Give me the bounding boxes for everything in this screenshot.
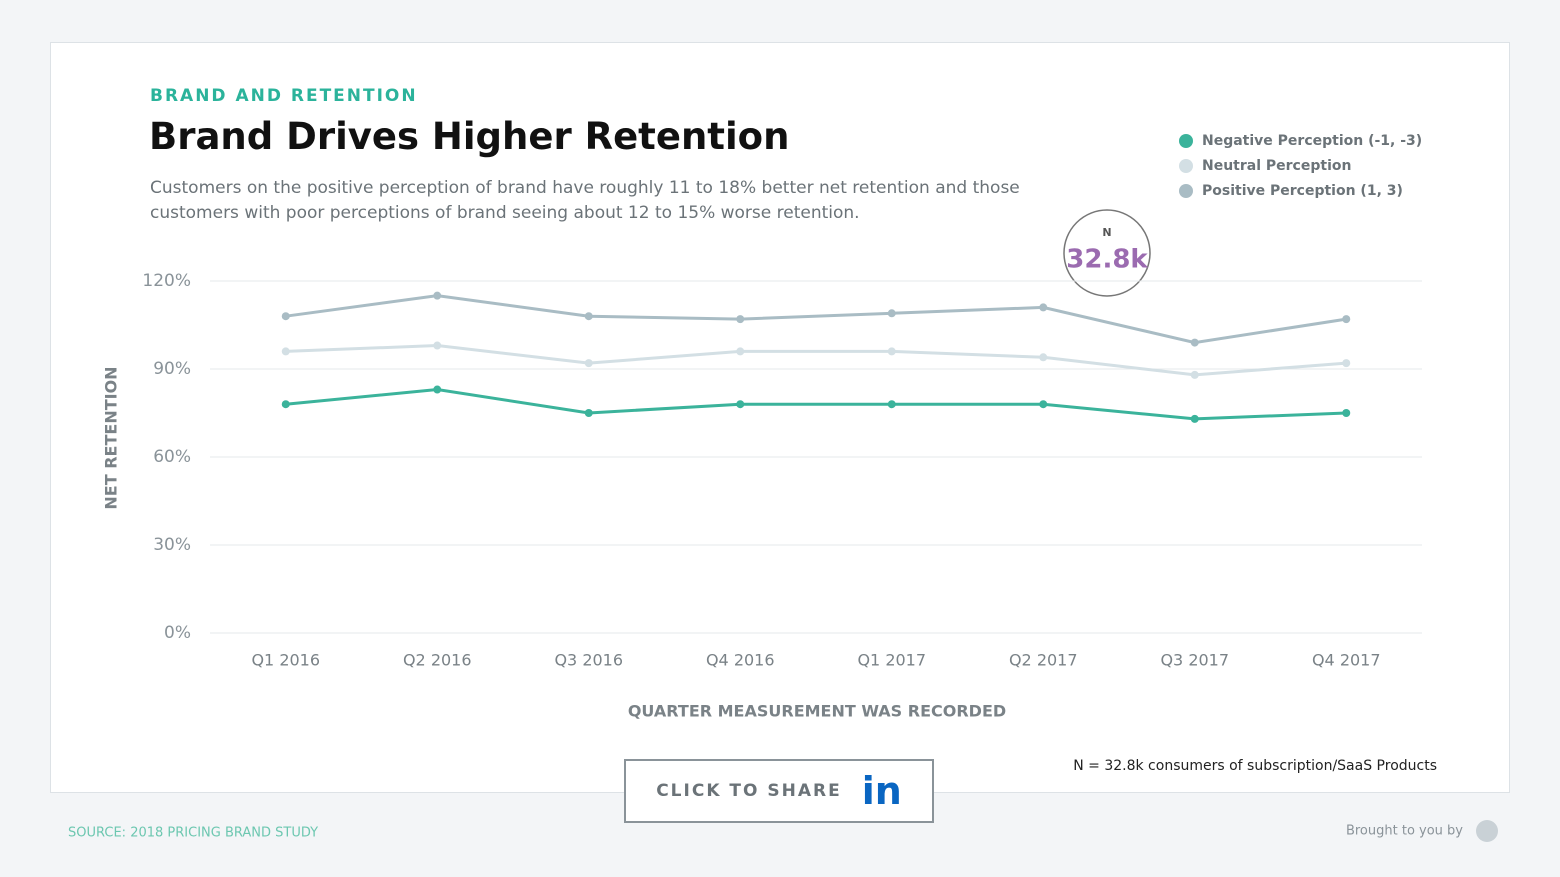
point	[281, 400, 290, 409]
y-tick-label: 30%	[153, 535, 191, 555]
y-tick-label: 0%	[164, 623, 191, 643]
point	[1190, 370, 1199, 379]
x-tick-label: Q2 2016	[403, 651, 472, 670]
x-tick-label: Q3 2016	[554, 651, 623, 670]
point	[1039, 353, 1048, 362]
legend-label: Neutral Perception	[1202, 158, 1351, 174]
point	[1039, 303, 1048, 312]
point	[584, 409, 593, 417]
legend-marker	[1179, 159, 1193, 173]
share-icon: in	[861, 769, 902, 813]
credit: Brought to you by	[1346, 824, 1463, 839]
point	[736, 347, 745, 356]
x-tick-label: Q1 2016	[251, 651, 320, 670]
point	[433, 341, 442, 350]
badge-circle	[1063, 209, 1151, 297]
point	[1190, 338, 1199, 347]
logo	[1476, 820, 1498, 842]
share-button[interactable]: CLICK TO SHARE in	[624, 759, 934, 823]
legend-label: Positive Perception (1, 3)	[1202, 183, 1403, 199]
x-tick-label: Q4 2017	[1312, 651, 1381, 670]
point	[584, 359, 593, 368]
y-tick-label: 60%	[153, 447, 191, 467]
point	[584, 312, 593, 321]
legend-label: Negative Perception (-1, -3)	[1202, 133, 1422, 149]
point	[1342, 409, 1351, 417]
series-line	[285, 294, 1347, 345]
badge-value: 32.8k	[1066, 245, 1148, 275]
y-tick-label: 120%	[142, 271, 191, 291]
x-tick-label: Q2 2017	[1009, 651, 1078, 670]
x-tick-label: Q4 2016	[706, 651, 775, 670]
point	[1039, 400, 1048, 409]
x-axis-label: QUARTER MEASUREMENT WAS RECORDED	[628, 702, 1006, 721]
point	[1342, 359, 1351, 368]
point	[1190, 414, 1199, 423]
legend-marker	[1179, 184, 1193, 198]
source: SOURCE: 2018 PRICING BRAND STUDY	[68, 826, 318, 841]
x-tick-label: Q3 2017	[1160, 651, 1229, 670]
y-tick-label: 90%	[153, 359, 191, 379]
point	[736, 400, 745, 409]
y-axis-label: NET RETENTION	[102, 366, 121, 509]
share-label: CLICK TO SHARE	[656, 781, 842, 801]
point	[281, 347, 290, 356]
point	[281, 312, 290, 321]
x-tick-label: Q1 2017	[857, 651, 926, 670]
badge-label: N	[1102, 226, 1111, 239]
point	[736, 315, 745, 324]
subtitle: Customers on the positive perception of …	[150, 178, 1020, 223]
series-line	[285, 344, 1347, 377]
point	[1342, 315, 1351, 324]
legend-marker	[1179, 134, 1193, 148]
point	[887, 400, 896, 409]
series-line	[285, 388, 1347, 421]
kicker: BRAND AND RETENTION	[150, 86, 418, 106]
point	[433, 385, 442, 394]
title: Brand Drives Higher Retention	[149, 115, 790, 158]
point	[887, 347, 896, 356]
footnote: N = 32.8k consumers of subscription/SaaS…	[1073, 758, 1437, 774]
point	[887, 309, 896, 318]
point	[433, 291, 442, 300]
